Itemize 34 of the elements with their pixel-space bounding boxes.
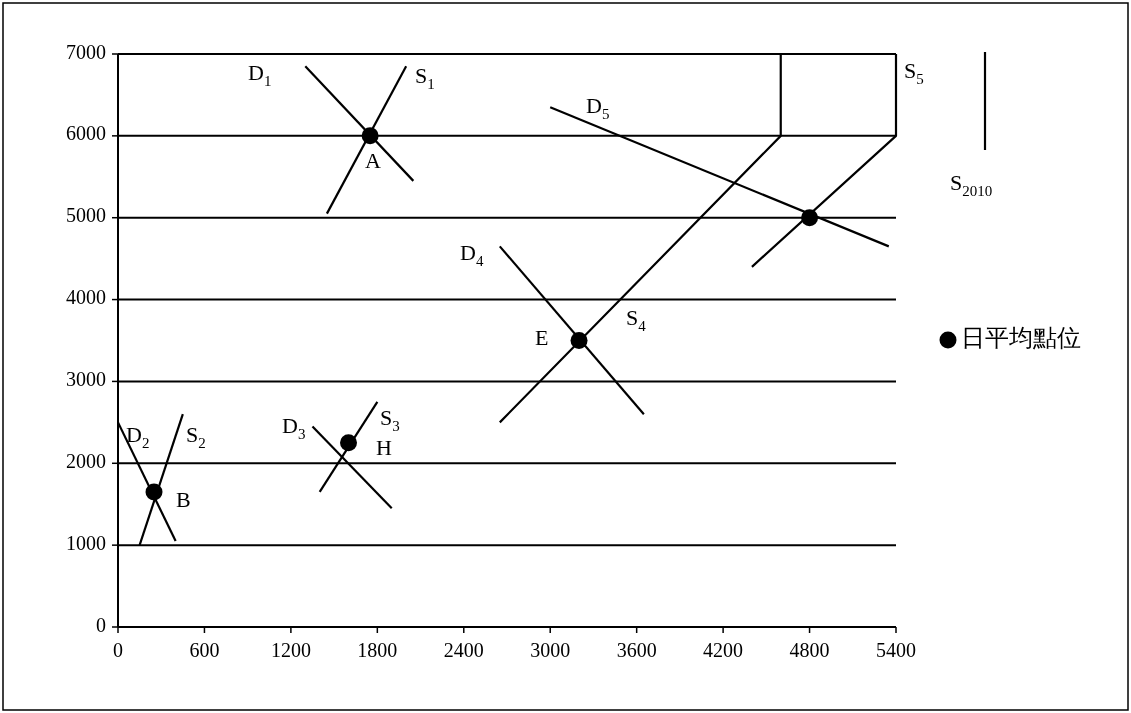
y-tick-label: 2000 <box>66 449 106 472</box>
annotation: B <box>176 487 191 513</box>
annotation: D$_{3}$ <box>282 413 306 443</box>
y-tick-label: 5000 <box>66 204 106 227</box>
x-tick-label: 0 <box>113 639 123 661</box>
y-tick-label: 1000 <box>66 531 106 554</box>
y-tick-label: 4000 <box>66 286 106 309</box>
annotation: D$_{5}$ <box>586 93 610 123</box>
y-tick-label: 0 <box>96 613 106 636</box>
annotation: D$_{4}$ <box>460 240 484 270</box>
text: S$_{2010}$ <box>950 170 993 200</box>
x-tick-label: 1800 <box>357 639 398 661</box>
x-tick-label: 4800 <box>789 639 830 661</box>
x-tick-label: 3600 <box>616 639 657 661</box>
x-tick-label: 3000 <box>530 639 571 661</box>
legend-label: 日平均點位 <box>961 324 1081 351</box>
annotation: D$_{1}$ <box>248 60 272 90</box>
y-tick-label: 6000 <box>66 122 106 145</box>
annotation: D$_{2}$ <box>126 422 150 452</box>
x-tick-label: 5400 <box>876 639 916 661</box>
x-tick-label: 1200 <box>270 639 311 661</box>
text: S$_{5}$ <box>904 58 924 88</box>
y-tick-label: 7000 <box>66 40 106 63</box>
y-tick-label: 3000 <box>66 368 106 391</box>
x-tick-label: 4200 <box>703 639 744 661</box>
annotation: S$_{4}$ <box>626 305 647 335</box>
annotation: S$_{1}$ <box>415 63 435 93</box>
annotation: H <box>376 435 392 461</box>
annotation: S$_{2}$ <box>186 422 206 452</box>
annotation: S$_{3}$ <box>380 405 400 435</box>
x-tick-label: 600 <box>189 639 220 661</box>
annotation: E <box>535 325 549 351</box>
x-tick-label: 2400 <box>443 639 484 661</box>
annotation: A <box>365 148 381 174</box>
